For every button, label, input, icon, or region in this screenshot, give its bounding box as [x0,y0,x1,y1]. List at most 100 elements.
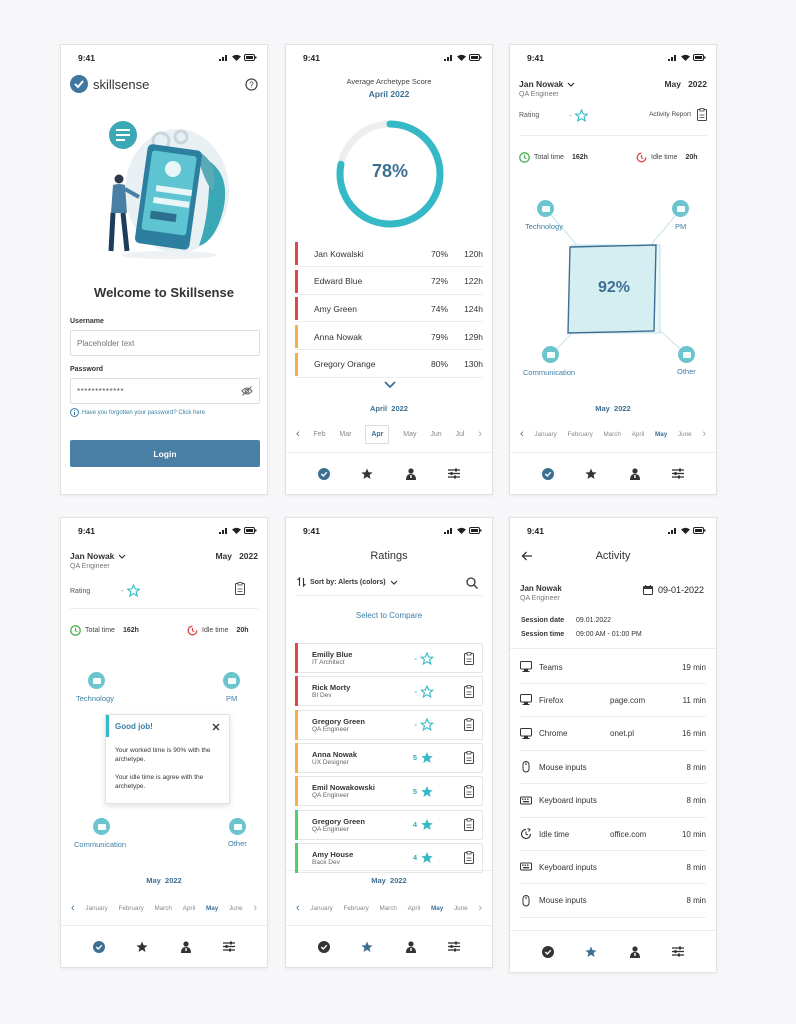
score-row[interactable]: Jan Kowalski 70% 120h [295,241,483,267]
month-option[interactable]: March [603,430,621,438]
month-option[interactable]: June [453,904,468,912]
clipboard-icon[interactable] [464,784,474,798]
search-icon[interactable] [466,577,478,589]
help-icon[interactable]: ? [245,78,258,91]
nav-check-icon[interactable] [92,940,106,954]
chevron-left-icon[interactable]: ‹ [296,428,300,440]
month-option[interactable]: June [228,904,243,912]
rating-card[interactable]: Emilly Blue IT Architect - [295,643,483,673]
report-period[interactable]: May 2022 [215,551,258,561]
rating-card[interactable]: Rick Morty BI Dev - [295,676,483,707]
nav-sliders-icon[interactable] [447,467,461,481]
month-option[interactable]: Mar [339,430,352,438]
clipboard-icon[interactable] [464,684,474,698]
clipboard-icon[interactable] [464,851,474,865]
month-option[interactable]: February [118,904,144,912]
nav-sliders-icon[interactable] [671,467,685,481]
rating-card[interactable]: Emil Nowakowski QA Engineer 5 [295,776,483,807]
nav-sliders-icon[interactable] [447,940,461,954]
month-option[interactable]: February [343,904,369,912]
select-to-compare-link[interactable]: Select to Compare [355,611,423,620]
score-row[interactable]: Anna Nowak 79% 129h [295,324,483,351]
nav-star-icon[interactable] [135,940,149,954]
communication-icon[interactable] [93,818,110,835]
close-icon[interactable] [212,723,220,731]
nav-check-icon[interactable] [317,467,331,481]
month-option[interactable]: January [85,904,108,912]
chevron-right-icon[interactable]: › [478,428,482,440]
password-input[interactable]: ************* [70,378,260,404]
nav-person-icon[interactable] [628,467,642,481]
other-icon[interactable] [678,346,695,363]
user-dropdown[interactable]: Jan Nowak [519,79,575,89]
pm-icon[interactable] [672,200,689,217]
score-row[interactable]: Edward Blue 72% 122h [295,269,483,295]
technology-icon[interactable] [88,672,105,689]
nav-person-icon[interactable] [628,945,642,959]
activity-row[interactable]: Mouse inputs 8 min [520,885,706,918]
nav-sliders-icon[interactable] [671,945,685,959]
month-option[interactable]: April [182,904,196,912]
month-option[interactable]: May [654,430,668,438]
forgot-password-link[interactable]: Have you forgotten your password? Click … [70,408,205,417]
communication-icon[interactable] [542,346,559,363]
pm-icon[interactable] [223,672,240,689]
rating-card[interactable]: Gregory Green QA Engineer - [295,709,483,740]
nav-sliders-icon[interactable] [222,940,236,954]
nav-person-icon[interactable] [404,467,418,481]
month-option[interactable]: January [534,430,557,438]
nav-star-icon[interactable] [360,940,374,954]
clipboard-icon[interactable] [464,818,474,831]
nav-check-icon[interactable] [317,940,331,954]
month-option[interactable]: Apr [365,424,390,444]
month-option[interactable]: Jul [455,430,465,438]
activity-date[interactable]: 09-01-2022 [642,585,704,595]
month-option[interactable]: Jun [430,430,442,438]
activity-row[interactable]: Keyboard inputs 8 min [520,851,706,885]
chevron-right-icon[interactable]: › [253,902,257,914]
clipboard-icon[interactable] [464,651,474,665]
rating-card[interactable]: Amy House Back Dev 4 [295,842,483,873]
nav-check-icon[interactable] [541,467,555,481]
activity-row[interactable]: Chrome onet.pl 16 min [520,718,706,751]
nav-star-icon[interactable] [584,945,598,959]
clipboard-icon[interactable] [464,718,474,732]
score-row[interactable]: Amy Green 74% 124h [295,296,483,323]
month-option[interactable]: February [567,430,593,438]
nav-person-icon[interactable] [404,940,418,954]
username-input[interactable] [70,330,260,356]
chevron-left-icon[interactable]: ‹ [71,902,75,914]
month-option[interactable]: March [379,904,397,912]
month-option[interactable]: January [310,904,333,912]
month-option[interactable]: Feb [313,430,326,438]
activity-row[interactable]: Mouse inputs 8 min [520,751,706,785]
chevron-right-icon[interactable]: › [478,902,482,914]
month-option[interactable]: April [407,904,421,912]
nav-star-icon[interactable] [360,467,374,481]
back-arrow-icon[interactable] [521,551,533,561]
score-row[interactable]: Gregory Orange 80% 130h [295,352,483,378]
nav-person-icon[interactable] [179,940,193,954]
activity-report-link[interactable]: Activity Report [649,108,707,121]
other-icon[interactable] [229,818,246,835]
chevron-left-icon[interactable]: ‹ [520,428,524,440]
month-option[interactable]: March [154,904,172,912]
technology-icon[interactable] [537,200,554,217]
clipboard-icon[interactable] [235,582,245,595]
nav-check-icon[interactable] [541,945,555,959]
nav-star-icon[interactable] [584,467,598,481]
chevron-down-icon[interactable] [384,381,396,389]
rating-card[interactable]: Anna Nowak UX Designer 5 [295,742,483,773]
rating-card[interactable]: Gregory Green QA Engineer 4 [295,809,483,840]
month-option[interactable]: May [205,904,219,912]
user-dropdown[interactable]: Jan Nowak [70,551,126,561]
eye-off-icon[interactable] [241,386,253,396]
sort-dropdown[interactable]: Sort by: Alerts (colors) [297,577,398,587]
activity-row[interactable]: Firefox page.com 11 min [520,684,706,718]
report-period[interactable]: May 2022 [664,79,707,89]
chevron-left-icon[interactable]: ‹ [296,902,300,914]
login-button[interactable]: Login [70,440,260,467]
month-option[interactable]: June [677,430,692,438]
clipboard-icon[interactable] [464,751,474,765]
activity-row[interactable]: Keyboard inputs 8 min [520,785,706,818]
